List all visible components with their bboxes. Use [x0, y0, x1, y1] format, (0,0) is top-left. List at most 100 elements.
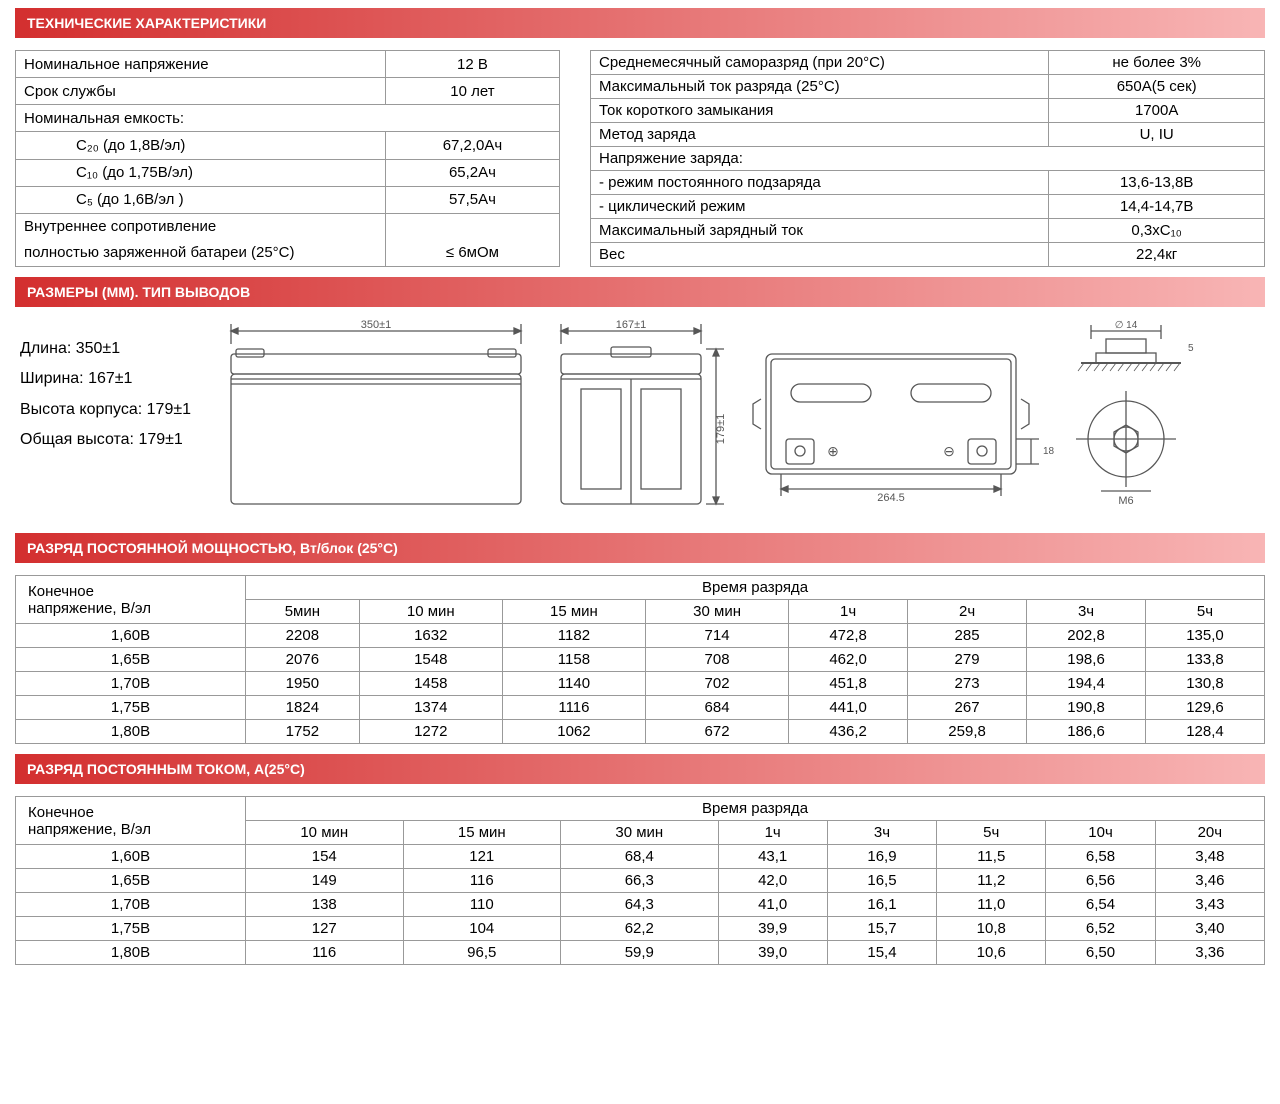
spec-label: Напряжение заряда:: [591, 147, 1265, 171]
table-cell: 1950: [246, 672, 360, 696]
dimensions-section: Длина: 350±1 Ширина: 167±1 Высота корпус…: [15, 319, 1265, 518]
table-cell: 279: [908, 648, 1027, 672]
table-cell: 1824: [246, 696, 360, 720]
table-cell: 714: [646, 624, 789, 648]
svg-text:18: 18: [1043, 446, 1055, 457]
table-cell: 1140: [502, 672, 645, 696]
row-voltage: 1,65В: [16, 869, 246, 893]
table-row: 1,75В182413741116684441,0267190,8129,6: [16, 696, 1265, 720]
table-cell: 11,5: [937, 845, 1046, 869]
table-cell: 441,0: [789, 696, 908, 720]
table-row: 1,80В175212721062672436,2259,8186,6128,4: [16, 720, 1265, 744]
dim-total-height: Общая высота: 179±1: [20, 425, 191, 455]
table-cell: 41,0: [718, 893, 827, 917]
technical-drawings: 350±1 167±1: [216, 319, 1265, 518]
table-col-header: 15 мин: [403, 821, 561, 845]
spec-label: Номинальное напряжение: [16, 51, 386, 78]
table-cell: 451,8: [789, 672, 908, 696]
row-voltage: 1,80В: [16, 941, 246, 965]
table-cell: 133,8: [1146, 648, 1265, 672]
table-col-header: 5ч: [937, 821, 1046, 845]
table-cell: 39,0: [718, 941, 827, 965]
spec-tables-row: Номинальное напряжение12 В Срок службы10…: [15, 50, 1265, 267]
table-cell: 3,40: [1155, 917, 1264, 941]
table-cell: 11,2: [937, 869, 1046, 893]
svg-text:∅ 14: ∅ 14: [1115, 320, 1138, 331]
table-col-header: 15 мин: [502, 600, 645, 624]
table-row: 1,65В207615481158708462,0279198,6133,8: [16, 648, 1265, 672]
table-cell: 6,52: [1046, 917, 1155, 941]
table-cell: 129,6: [1146, 696, 1265, 720]
table-corner: Конечноенапряжение, В/эл: [16, 576, 246, 624]
svg-text:5: 5: [1188, 343, 1194, 354]
spec-label: - режим постоянного подзаряда: [591, 171, 1049, 195]
header-current-discharge: РАЗРЯД ПОСТОЯННЫМ ТОКОМ, А(25°С): [15, 754, 1265, 784]
spec-value: 14,4-14,7В: [1049, 195, 1265, 219]
spec-value: 65,2Ач: [385, 159, 559, 186]
table-cell: 64,3: [561, 893, 719, 917]
row-voltage: 1,60В: [16, 624, 246, 648]
table-cell: 1116: [502, 696, 645, 720]
spec-label: Номинальная емкость:: [16, 105, 560, 132]
table-col-header: 10 мин: [359, 600, 502, 624]
spec-value: 22,4кг: [1049, 243, 1265, 267]
table-cell: 1632: [359, 624, 502, 648]
table-col-header: 30 мин: [561, 821, 719, 845]
table-col-header: 30 мин: [646, 600, 789, 624]
svg-text:⊖: ⊖: [943, 443, 955, 459]
table-cell: 202,8: [1027, 624, 1146, 648]
table-cell: 130,8: [1146, 672, 1265, 696]
dim-width: Ширина: 167±1: [20, 364, 191, 394]
table-cell: 2076: [246, 648, 360, 672]
table-row: 1,75В12710462,239,915,710,86,523,40: [16, 917, 1265, 941]
table-cell: 62,2: [561, 917, 719, 941]
svg-text:179±1: 179±1: [715, 414, 727, 445]
svg-text:264.5: 264.5: [877, 492, 905, 504]
table-row: 1,65В14911666,342,016,511,26,563,46: [16, 869, 1265, 893]
table-cell: 684: [646, 696, 789, 720]
spec-label: Метод заряда: [591, 123, 1049, 147]
table-cell: 110: [403, 893, 561, 917]
table-col-header: 5мин: [246, 600, 360, 624]
table-cell: 116: [246, 941, 404, 965]
header-tech-specs: ТЕХНИЧЕСКИЕ ХАРАКТЕРИСТИКИ: [15, 8, 1265, 38]
table-cell: 2208: [246, 624, 360, 648]
spec-label: С₂₀ (до 1,8В/эл): [16, 132, 386, 159]
table-col-header: 1ч: [718, 821, 827, 845]
table-cell: 10,6: [937, 941, 1046, 965]
table-cell: 1158: [502, 648, 645, 672]
svg-text:350±1: 350±1: [361, 319, 392, 331]
spec-value: 10 лет: [385, 78, 559, 105]
table-cell: 149: [246, 869, 404, 893]
table-cell: 462,0: [789, 648, 908, 672]
table-cell: 15,4: [827, 941, 936, 965]
table-cell: 66,3: [561, 869, 719, 893]
table-cell: 138: [246, 893, 404, 917]
spec-label: Срок службы: [16, 78, 386, 105]
spec-value: 12 В: [385, 51, 559, 78]
table-cell: 3,48: [1155, 845, 1264, 869]
spec-table-right: Среднемесячный саморазряд (при 20°С)не б…: [590, 50, 1265, 267]
table-col-header: 3ч: [1027, 600, 1146, 624]
header-dimensions: РАЗМЕРЫ (ММ). ТИП ВЫВОДОВ: [15, 277, 1265, 307]
table-cell: 11,0: [937, 893, 1046, 917]
row-voltage: 1,60В: [16, 845, 246, 869]
spec-label: полностью заряженной батареи (25°С): [16, 240, 386, 267]
table-cell: 273: [908, 672, 1027, 696]
spec-value: ≤ 6мОм: [385, 240, 559, 267]
spec-value: 1700А: [1049, 99, 1265, 123]
table-cell: 43,1: [718, 845, 827, 869]
table-corner: Конечноенапряжение, В/эл: [16, 797, 246, 845]
table-cell: 186,6: [1027, 720, 1146, 744]
spec-label: - циклический режим: [591, 195, 1049, 219]
spec-label: Внутреннее сопротивление: [16, 213, 386, 240]
table-cell: 3,36: [1155, 941, 1264, 965]
table-cell: 135,0: [1146, 624, 1265, 648]
table-cell: 1548: [359, 648, 502, 672]
table-cell: 1458: [359, 672, 502, 696]
row-voltage: 1,80В: [16, 720, 246, 744]
table-cell: 1062: [502, 720, 645, 744]
table-col-header: 3ч: [827, 821, 936, 845]
table-cell: 702: [646, 672, 789, 696]
table-cell: 154: [246, 845, 404, 869]
